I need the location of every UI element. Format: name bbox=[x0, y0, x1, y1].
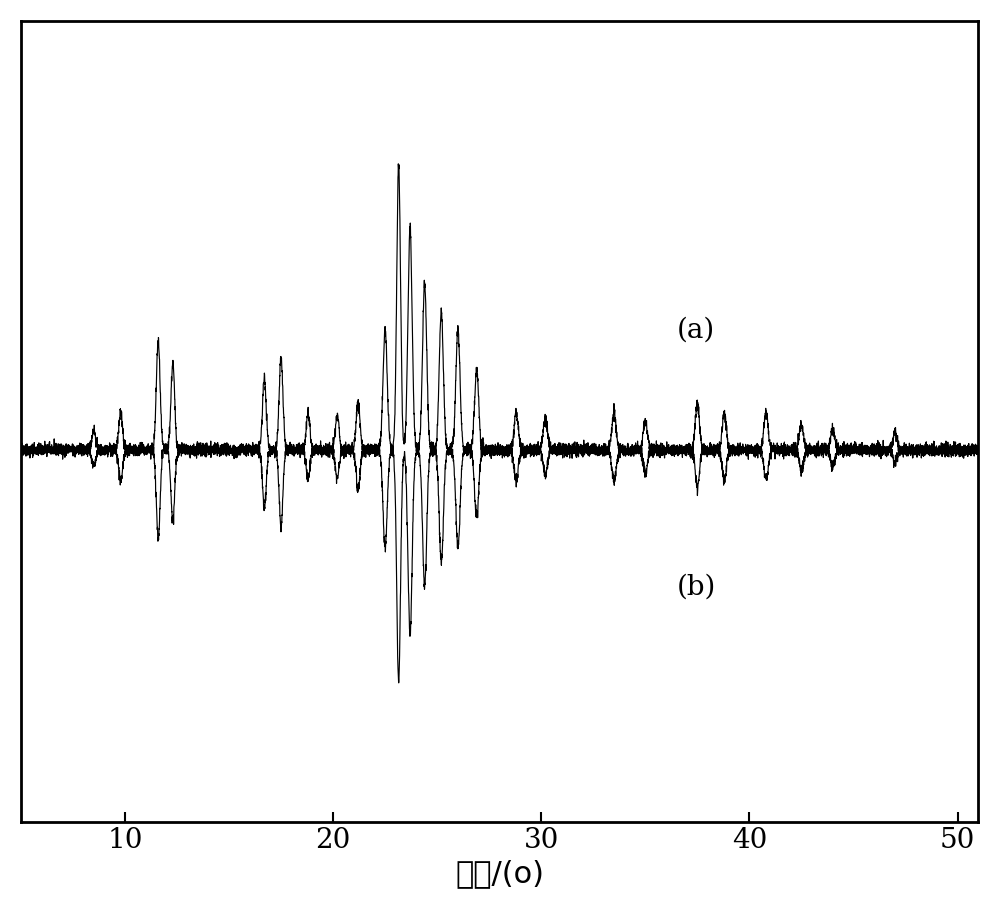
X-axis label: 角度/(o): 角度/(o) bbox=[455, 859, 544, 888]
Text: (b): (b) bbox=[677, 574, 716, 601]
Text: (a): (a) bbox=[677, 316, 715, 344]
